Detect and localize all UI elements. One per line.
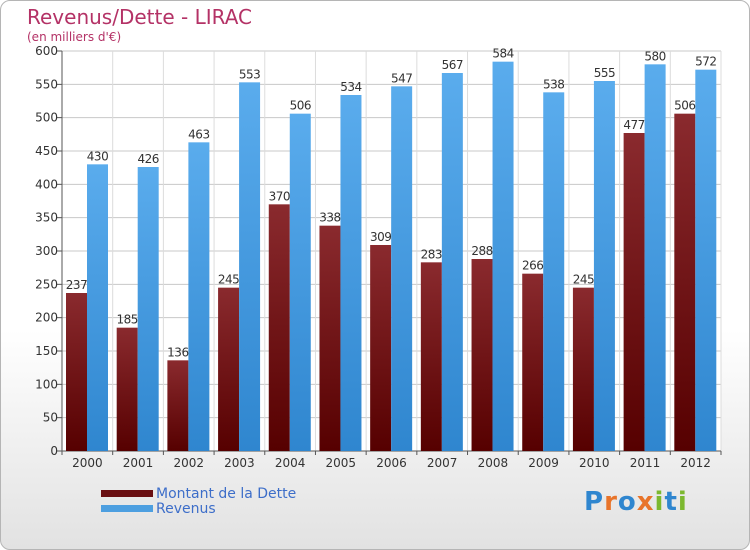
data-label-revenue-2006: 547 <box>391 71 412 85</box>
chart-title: Revenus/Dette - LIRAC <box>27 5 252 29</box>
x-tick-label: 2005 <box>326 456 357 470</box>
data-label-revenue-2011: 580 <box>644 49 665 63</box>
y-tick-label: 450 <box>35 144 58 158</box>
bar-revenue-2005 <box>340 95 362 451</box>
y-tick-label: 250 <box>35 277 58 291</box>
data-label-debt-2005: 338 <box>319 211 340 225</box>
y-tick-label: 300 <box>35 244 58 258</box>
data-label-revenue-2012: 572 <box>695 55 716 69</box>
data-label-debt-2012: 506 <box>674 99 695 113</box>
data-label-revenue-2008: 584 <box>492 47 513 61</box>
bar-debt-2010 <box>572 287 594 451</box>
bar-revenue-2012 <box>695 69 717 452</box>
bar-debt-2007 <box>420 262 442 451</box>
bar-debt-2002 <box>167 360 189 451</box>
bar-revenue-2006 <box>391 86 413 451</box>
y-tick-label: 200 <box>35 311 58 325</box>
bar-revenue-2009 <box>543 92 565 451</box>
bar-revenue-2002 <box>188 142 210 452</box>
bar-debt-2012 <box>674 113 696 452</box>
y-tick-label: 600 <box>35 44 58 58</box>
data-label-revenue-2002: 463 <box>188 127 209 141</box>
x-tick-label: 2002 <box>173 456 204 470</box>
data-label-revenue-2005: 534 <box>340 80 361 94</box>
bar-revenue-2004 <box>289 113 311 452</box>
x-tick-label: 2007 <box>427 456 458 470</box>
x-tick-label: 2001 <box>123 456 154 470</box>
data-label-debt-2004: 370 <box>269 189 290 203</box>
y-tick-label: 0 <box>50 444 58 458</box>
data-label-debt-2007: 283 <box>421 247 442 261</box>
data-label-revenue-2009: 538 <box>543 77 564 91</box>
x-tick-label: 2000 <box>72 456 103 470</box>
bar-revenue-2001 <box>137 167 159 451</box>
bar-revenue-2003 <box>239 82 261 451</box>
data-label-debt-2003: 245 <box>218 273 239 287</box>
x-tick-label: 2006 <box>376 456 407 470</box>
bar-debt-2006 <box>370 245 392 451</box>
data-label-revenue-2004: 506 <box>290 99 311 113</box>
y-tick-label: 150 <box>35 344 58 358</box>
legend-swatch-debt <box>101 490 153 497</box>
bar-revenue-2011 <box>644 64 666 452</box>
y-tick-label: 400 <box>35 177 58 191</box>
legend-label-debt: Montant de la Dette <box>156 486 297 502</box>
y-tick-label: 350 <box>35 211 58 225</box>
legend-label-revenue: Revenus <box>156 501 216 517</box>
x-tick-label: 2011 <box>630 456 661 470</box>
bar-debt-2011 <box>623 133 645 451</box>
data-label-debt-2010: 245 <box>573 273 594 287</box>
data-label-revenue-2000: 430 <box>87 149 108 163</box>
data-label-debt-2000: 237 <box>66 278 87 292</box>
x-tick-label: 2010 <box>579 456 610 470</box>
data-label-debt-2008: 288 <box>471 244 492 258</box>
bar-debt-2008 <box>471 259 493 451</box>
y-tick-label: 100 <box>35 377 58 391</box>
x-tick-label: 2004 <box>275 456 306 470</box>
data-label-debt-2009: 266 <box>522 259 543 273</box>
data-label-debt-2006: 309 <box>370 230 391 244</box>
data-label-revenue-2003: 553 <box>239 67 260 81</box>
data-label-debt-2001: 185 <box>116 313 137 327</box>
x-tick-label: 2012 <box>680 456 711 470</box>
y-tick-label: 500 <box>35 111 58 125</box>
bar-revenue-2008 <box>492 61 514 452</box>
chart-subtitle: (en milliers d'€) <box>27 30 122 44</box>
bar-debt-2003 <box>218 287 240 451</box>
bar-debt-2001 <box>116 327 138 451</box>
data-label-debt-2011: 477 <box>623 118 644 132</box>
bar-debt-2000 <box>66 293 87 451</box>
y-tick-label: 550 <box>35 77 58 91</box>
x-tick-label: 2008 <box>478 456 509 470</box>
legend-swatch-revenue <box>101 505 153 512</box>
bar-debt-2005 <box>319 225 341 451</box>
data-label-revenue-2007: 567 <box>442 58 463 72</box>
bar-debt-2009 <box>522 273 544 451</box>
data-label-revenue-2010: 555 <box>594 66 615 80</box>
data-label-revenue-2001: 426 <box>137 152 158 166</box>
bar-revenue-2007 <box>441 73 463 451</box>
x-tick-label: 2009 <box>528 456 559 470</box>
x-tick-label: 2003 <box>224 456 255 470</box>
bar-revenue-2000 <box>87 164 108 452</box>
data-label-debt-2002: 136 <box>167 345 188 359</box>
y-tick-label: 50 <box>43 411 58 425</box>
bar-revenue-2010 <box>593 81 615 451</box>
proxiti-logo: Proxiti <box>584 487 688 517</box>
bar-debt-2004 <box>268 204 290 451</box>
